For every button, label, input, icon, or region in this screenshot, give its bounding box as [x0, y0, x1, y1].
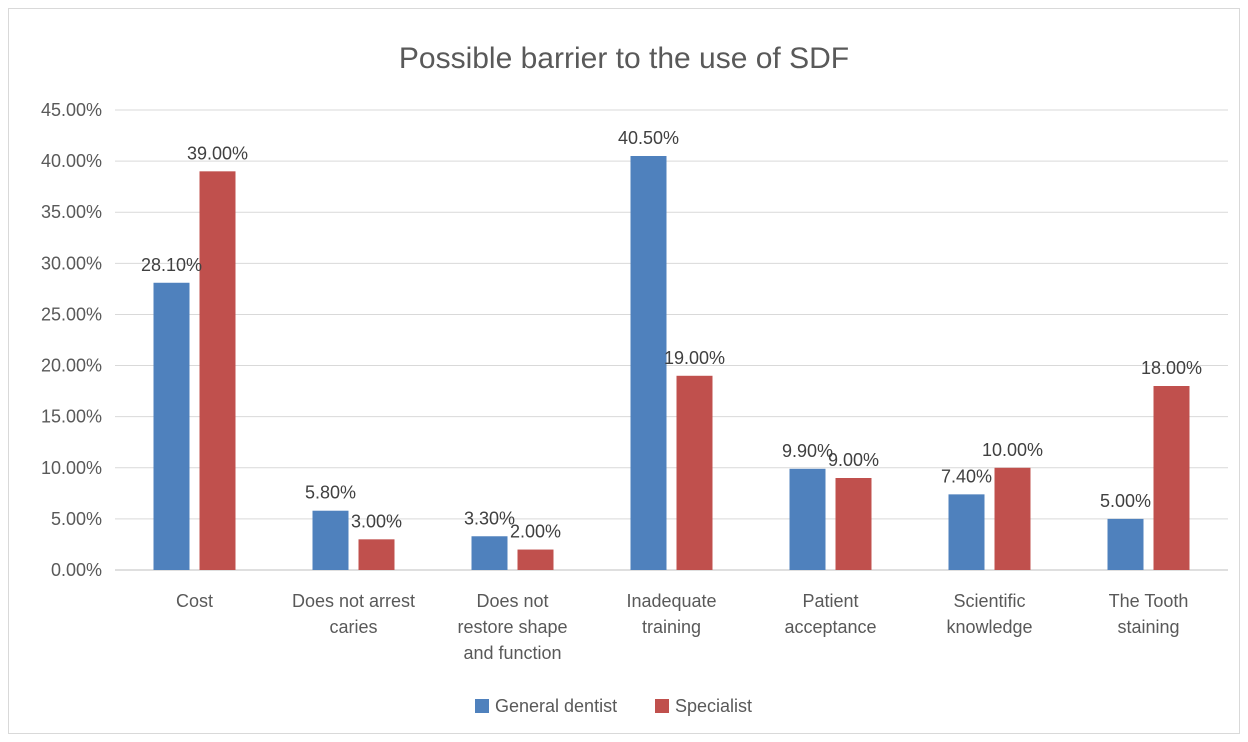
- x-axis-categories: Cost Does not arrest caries Does not restore…: [176, 591, 1188, 663]
- bar: [835, 478, 872, 570]
- y-tick-label: 45.00%: [41, 100, 102, 120]
- category-label: Scientific knowledge: [946, 591, 1032, 637]
- y-tick-label: 5.00%: [51, 509, 102, 529]
- bar: [517, 549, 554, 570]
- data-label: 3.00%: [351, 511, 402, 531]
- bar: [948, 494, 985, 570]
- data-label: 10.00%: [982, 440, 1043, 460]
- bar: [789, 468, 826, 570]
- data-label: 5.80%: [305, 483, 356, 503]
- category-label: Inadequate training: [626, 591, 716, 637]
- bar: [199, 171, 236, 571]
- legend-label: General dentist: [495, 696, 617, 716]
- bar: [1107, 518, 1144, 570]
- y-tick-label: 20.00%: [41, 356, 102, 376]
- legend-swatch: [655, 699, 669, 713]
- bar: [994, 467, 1031, 570]
- data-label: 2.00%: [510, 522, 561, 542]
- y-tick-label: 15.00%: [41, 407, 102, 427]
- data-labels: 28.10% 5.80% 3.30% 40.50% 9.90% 7.40% 5.00% 39.…: [141, 128, 1202, 542]
- data-label: 19.00%: [664, 348, 725, 368]
- legend-item: General dentist: [475, 696, 617, 716]
- bar: [471, 536, 508, 570]
- data-label: 9.90%: [782, 441, 833, 461]
- bar: [630, 156, 667, 570]
- bar: [676, 375, 713, 570]
- category-label: Does not restore shape and function: [457, 591, 567, 663]
- gridlines: [115, 109, 1228, 571]
- data-label: 28.10%: [141, 255, 202, 275]
- data-label: 9.00%: [828, 450, 879, 470]
- data-label: 39.00%: [187, 143, 248, 163]
- legend-swatch: [475, 699, 489, 713]
- data-label: 40.50%: [618, 128, 679, 148]
- category-label: Cost: [176, 591, 213, 611]
- category-label: Patient acceptance: [784, 591, 876, 637]
- y-axis-ticks: 0.00% 5.00% 10.00% 15.00% 20.00% 25.00% 30.00%…: [41, 100, 102, 580]
- y-tick-label: 10.00%: [41, 458, 102, 478]
- category-label: Does not arrest caries: [292, 591, 415, 637]
- chart-title: Possible barrier to the use of SDF: [399, 42, 849, 75]
- data-label: 18.00%: [1141, 358, 1202, 378]
- data-label: 5.00%: [1100, 491, 1151, 511]
- y-tick-label: 0.00%: [51, 560, 102, 580]
- category-label: The Tooth staining: [1109, 591, 1189, 637]
- bar: [358, 539, 395, 570]
- legend-label: Specialist: [675, 696, 752, 716]
- legend: General dentist Specialist: [475, 696, 752, 716]
- bar: [1153, 386, 1190, 570]
- y-tick-label: 30.00%: [41, 253, 102, 273]
- y-tick-label: 25.00%: [41, 304, 102, 324]
- y-tick-label: 40.00%: [41, 151, 102, 171]
- legend-item: Specialist: [655, 696, 752, 716]
- data-label: 7.40%: [941, 466, 992, 486]
- data-label: 3.30%: [464, 508, 515, 528]
- bar: [153, 282, 190, 570]
- y-tick-label: 35.00%: [41, 202, 102, 222]
- bar: [312, 510, 349, 570]
- bars: [153, 156, 1190, 571]
